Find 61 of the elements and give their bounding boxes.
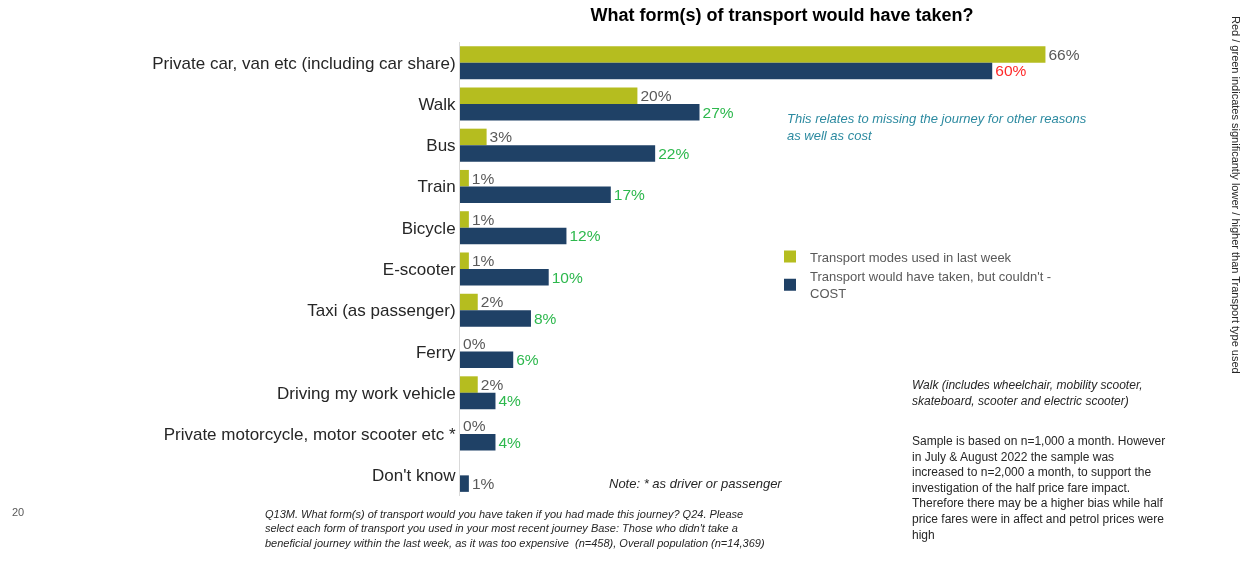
data-label: 20% xyxy=(640,87,672,104)
bar xyxy=(460,434,496,451)
data-label: 1% xyxy=(471,252,495,270)
annotation: Walk (includes wheelchair, mobility scooter, skateboard, scooter and electric scooter) xyxy=(912,378,1143,408)
bar xyxy=(460,186,611,203)
data-label: 66% xyxy=(1048,45,1080,63)
data-label: 4% xyxy=(498,433,522,451)
bar xyxy=(460,475,469,492)
legend-label: Transport would have taken, but couldn't - COST xyxy=(810,269,1052,302)
y-tick-label: Don't know xyxy=(372,466,457,486)
bar xyxy=(460,46,1046,63)
data-label: 10% xyxy=(551,268,583,286)
data-label: 0% xyxy=(463,334,486,352)
data-label: 3% xyxy=(489,128,513,146)
data-label: 12% xyxy=(569,227,601,245)
bar xyxy=(460,310,531,327)
chart-title: What form(s) of transport would have taken? xyxy=(590,5,974,26)
data-label: 6% xyxy=(516,351,539,369)
y-tick-label: E-scooter xyxy=(382,259,456,279)
bar xyxy=(460,376,478,393)
text: Q13M. What form(s) of transport would you have taken if you had made this journey? Q24. Please select each form of transport you used in your most recent journey Base: Those who didn't take a beneficial journey within the last week, as it was too expensive (n=458), Overall population (n=14,369) xyxy=(265,508,765,549)
data-label: 2% xyxy=(480,375,504,393)
y-tick-label: Private car, van etc (including car share) xyxy=(152,53,456,73)
bar xyxy=(460,252,469,269)
bar xyxy=(460,392,496,410)
y-tick-label: Driving my work vehicle xyxy=(277,383,456,403)
legend-label: Transport modes used in last week xyxy=(810,249,1012,265)
data-label: 60% xyxy=(995,62,1027,80)
y-tick-label: Ferry xyxy=(415,342,457,362)
text: 20 xyxy=(12,506,25,518)
data-label: 1% xyxy=(471,210,495,228)
bar xyxy=(460,145,656,162)
data-label: 1% xyxy=(471,474,495,492)
bar xyxy=(460,351,514,369)
data-label: 22% xyxy=(658,144,690,162)
data-label: 0% xyxy=(463,417,486,435)
y-tick-label: Train xyxy=(417,177,456,197)
text: Red / green indicates significantly lower / higher than Transport type used xyxy=(1230,16,1242,374)
bar xyxy=(460,87,638,104)
y-tick-label: Bus xyxy=(426,136,456,156)
data-label: 8% xyxy=(533,309,557,327)
annotation: Sample is based on n=1,000 a month. However in July & August 2022 the sample was increased to n=2,000 a month, to support the investigation of the half price fare impact. Therefore there may be a higher bias while half price fares were in affect and petrol prices were high xyxy=(912,434,1166,542)
data-label: 2% xyxy=(480,293,504,311)
bar xyxy=(460,169,469,187)
y-tick-label: Private motorcycle, motor scooter etc * xyxy=(163,425,456,445)
bar xyxy=(460,293,478,311)
y-tick-label: Taxi (as passenger) xyxy=(307,301,456,321)
bar xyxy=(460,103,700,121)
bar xyxy=(460,211,469,228)
annotation: Note: * as driver or passenger xyxy=(609,476,783,491)
bar xyxy=(460,269,549,286)
data-label: 1% xyxy=(471,169,495,187)
data-label: 17% xyxy=(613,186,646,204)
data-label: 27% xyxy=(702,103,734,121)
bar xyxy=(460,62,993,80)
bar xyxy=(460,128,487,146)
annotation: This relates to missing the journey for other reasons as well as cost xyxy=(787,111,1087,143)
y-tick-label: Walk xyxy=(418,94,457,114)
y-tick-label: Bicycle xyxy=(401,218,456,238)
data-label: 4% xyxy=(498,392,522,410)
bar xyxy=(460,227,567,245)
